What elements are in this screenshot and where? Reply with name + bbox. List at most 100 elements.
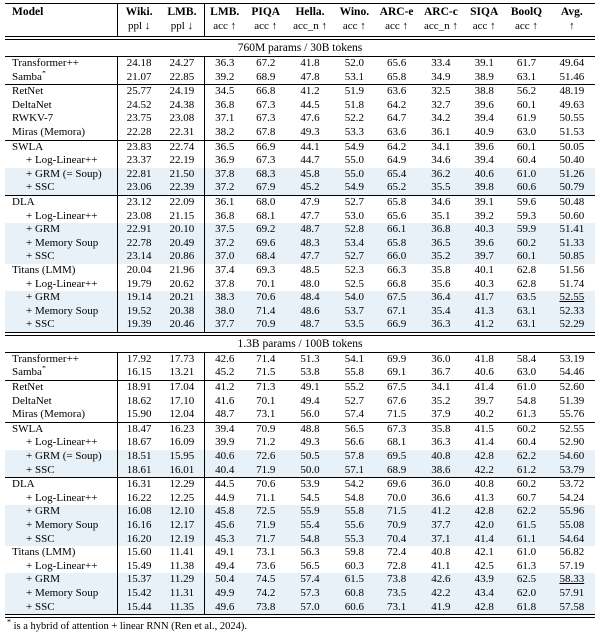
metric-value-piqa: 69.6 xyxy=(244,236,287,251)
metric-value-hella: 55.4 xyxy=(286,519,334,533)
metric-value-hella: 48.5 xyxy=(300,263,320,276)
metric-value-wiki-ppl: 20.04 xyxy=(126,263,152,276)
model-name: Titans (LMM) xyxy=(5,546,119,560)
model-name: RetNet xyxy=(5,84,119,99)
metric-value-wiki-ppl: 17.92 xyxy=(126,352,152,365)
metric-value-siqa: 42.8 xyxy=(464,450,505,464)
metric-value-boolq: 59.3 xyxy=(516,209,537,222)
metric-value-wiki-ppl: 23.08 xyxy=(126,209,152,222)
metric-value-boolq: 59.9 xyxy=(504,223,549,237)
metric-value-siqa: 40.6 xyxy=(464,366,505,382)
column-header-boolq: BoolQ acc ↑ xyxy=(504,3,549,37)
metric-value-arc-c: 41.1 xyxy=(431,559,451,572)
metric-value-lmb-ppl: 17.73 xyxy=(160,352,205,367)
metric-value-wino: 51.9 xyxy=(344,85,364,98)
metric-value-arc-e: 65.8 xyxy=(375,236,418,251)
metric-value-wiki-ppl: 23.75 xyxy=(126,112,152,125)
metric-value-arc-c: 34.1 xyxy=(431,381,451,394)
metric-value-avg: 51.33 xyxy=(548,236,595,251)
metric-value-arc-e: 69.6 xyxy=(386,478,407,491)
metric-value-hella: 45.8 xyxy=(286,167,334,182)
metric-value-wino: 59.8 xyxy=(344,546,364,559)
metric-value-boolq: 63.1 xyxy=(504,304,549,319)
metric-value-arc-c: 35.5 xyxy=(417,181,465,196)
metric-value-piqa: 70.6 xyxy=(256,478,276,491)
metric-value-piqa: 69.3 xyxy=(256,263,276,276)
metric-value-siqa: 40.3 xyxy=(464,223,505,237)
results-table: Model Wiki. ppl ↓ LMB. ppl ↓ LMB. acc ↑ PIQA acc… xyxy=(5,3,595,619)
table-row: + Log-Linear++ 19.79 20.62 37.8 70.1 48.0 52.5… xyxy=(5,277,595,292)
metric-value-wino: 52.7 xyxy=(344,394,364,407)
metric-value-arc-c: 34.6 xyxy=(431,195,451,208)
model-name: + SSC xyxy=(5,600,119,615)
metric-value-boolq: 61.0 xyxy=(516,546,537,559)
metric-value-arc-c: 35.4 xyxy=(417,304,465,319)
metric-value-siqa: 39.6 xyxy=(474,98,494,111)
metric-value-siqa: 40.2 xyxy=(464,408,505,423)
metric-value-lmb-acc: 38.0 xyxy=(204,304,245,319)
model-name: Miras (Memora) xyxy=(5,125,119,141)
metric-value-avg: 51.74 xyxy=(559,277,585,290)
section-title: 1.3B params / 100B tokens xyxy=(5,335,595,353)
metric-value-lmb-acc: 49.9 xyxy=(204,586,245,601)
metric-value-siqa: 38.8 xyxy=(474,85,494,98)
metric-value-avg: 49.63 xyxy=(559,98,585,111)
metric-value-wiki-ppl: 16.08 xyxy=(117,505,161,519)
model-name: Samba* xyxy=(5,366,119,382)
metric-value-boolq: 56.2 xyxy=(516,85,537,98)
metric-value-arc-c: 35.6 xyxy=(431,277,451,290)
model-name: SWLA xyxy=(5,422,119,437)
metric-value-piqa: 68.1 xyxy=(256,209,276,222)
metric-value-boolq: 60.6 xyxy=(504,181,549,196)
metric-value-arc-c: 34.1 xyxy=(431,140,451,153)
metric-value-piqa: 73.1 xyxy=(256,546,276,559)
metric-value-lmb-acc: 49.4 xyxy=(215,559,235,572)
metric-value-hella: 56.3 xyxy=(300,546,320,559)
model-name: RWKV-7 xyxy=(5,112,119,126)
metric-value-wino: 52.8 xyxy=(333,223,376,237)
metric-value-arc-c: 35.2 xyxy=(431,394,451,407)
column-header-piqa: PIQA acc ↑ xyxy=(244,3,287,37)
metric-value-arc-c: 42.2 xyxy=(417,586,465,601)
metric-value-avg: 51.46 xyxy=(548,70,595,86)
metric-value-lmb-acc: 37.2 xyxy=(204,181,245,196)
metric-value-avg: 54.24 xyxy=(559,491,585,504)
metric-value-siqa: 39.4 xyxy=(474,112,494,125)
metric-value-lmb-ppl: 12.25 xyxy=(160,491,205,506)
metric-value-lmb-acc: 36.3 xyxy=(215,57,235,69)
metric-value-boolq: 62.8 xyxy=(516,277,537,290)
metric-value-avg: 49.64 xyxy=(559,57,585,69)
metric-value-avg: 50.79 xyxy=(548,181,595,196)
table-row: Miras (Memora) 15.90 12.04 48.7 73.1 56.0 57.4… xyxy=(5,408,595,423)
metric-value-arc-e: 67.1 xyxy=(375,304,418,319)
column-header-wino: Wino. acc ↑ xyxy=(333,3,376,37)
metric-value-siqa: 39.4 xyxy=(474,154,494,167)
metric-value-arc-c: 35.8 xyxy=(431,263,451,276)
metric-value-avg: 52.29 xyxy=(548,318,595,333)
metric-value-hella: 49.3 xyxy=(300,436,320,449)
metric-value-arc-c: 36.6 xyxy=(431,491,451,504)
metric-value-hella: 47.7 xyxy=(300,209,320,222)
metric-value-boolq: 61.0 xyxy=(504,167,549,182)
metric-value-lmb-ppl: 17.04 xyxy=(160,380,205,395)
metric-value-wiki-ppl: 15.42 xyxy=(117,586,161,601)
metric-value-arc-e: 72.8 xyxy=(386,559,407,572)
metric-value-piqa: 72.5 xyxy=(244,505,287,519)
metric-value-arc-e: 69.5 xyxy=(375,450,418,464)
metric-value-lmb-acc: 45.8 xyxy=(204,505,245,519)
metric-value-arc-e: 67.6 xyxy=(386,394,407,407)
metric-value-boolq: 60.4 xyxy=(516,154,537,167)
metric-value-hella: 57.3 xyxy=(286,586,334,601)
metric-value-arc-c: 35.8 xyxy=(431,422,451,435)
metric-value-lmb-ppl: 12.29 xyxy=(160,477,205,492)
metric-value-avg: 52.55 xyxy=(548,291,595,305)
metric-value-wiki-ppl: 25.77 xyxy=(126,85,152,98)
metric-value-hella: 57.0 xyxy=(286,600,334,615)
metric-value-arc-c: 41.2 xyxy=(417,505,465,519)
metric-value-boolq: 60.1 xyxy=(516,140,537,153)
metric-value-piqa: 73.6 xyxy=(256,559,276,572)
metric-value-wino: 60.8 xyxy=(333,586,376,601)
metric-value-boolq: 61.8 xyxy=(504,600,549,615)
metric-value-arc-e: 65.8 xyxy=(386,195,407,208)
metric-value-siqa: 43.4 xyxy=(464,586,505,601)
